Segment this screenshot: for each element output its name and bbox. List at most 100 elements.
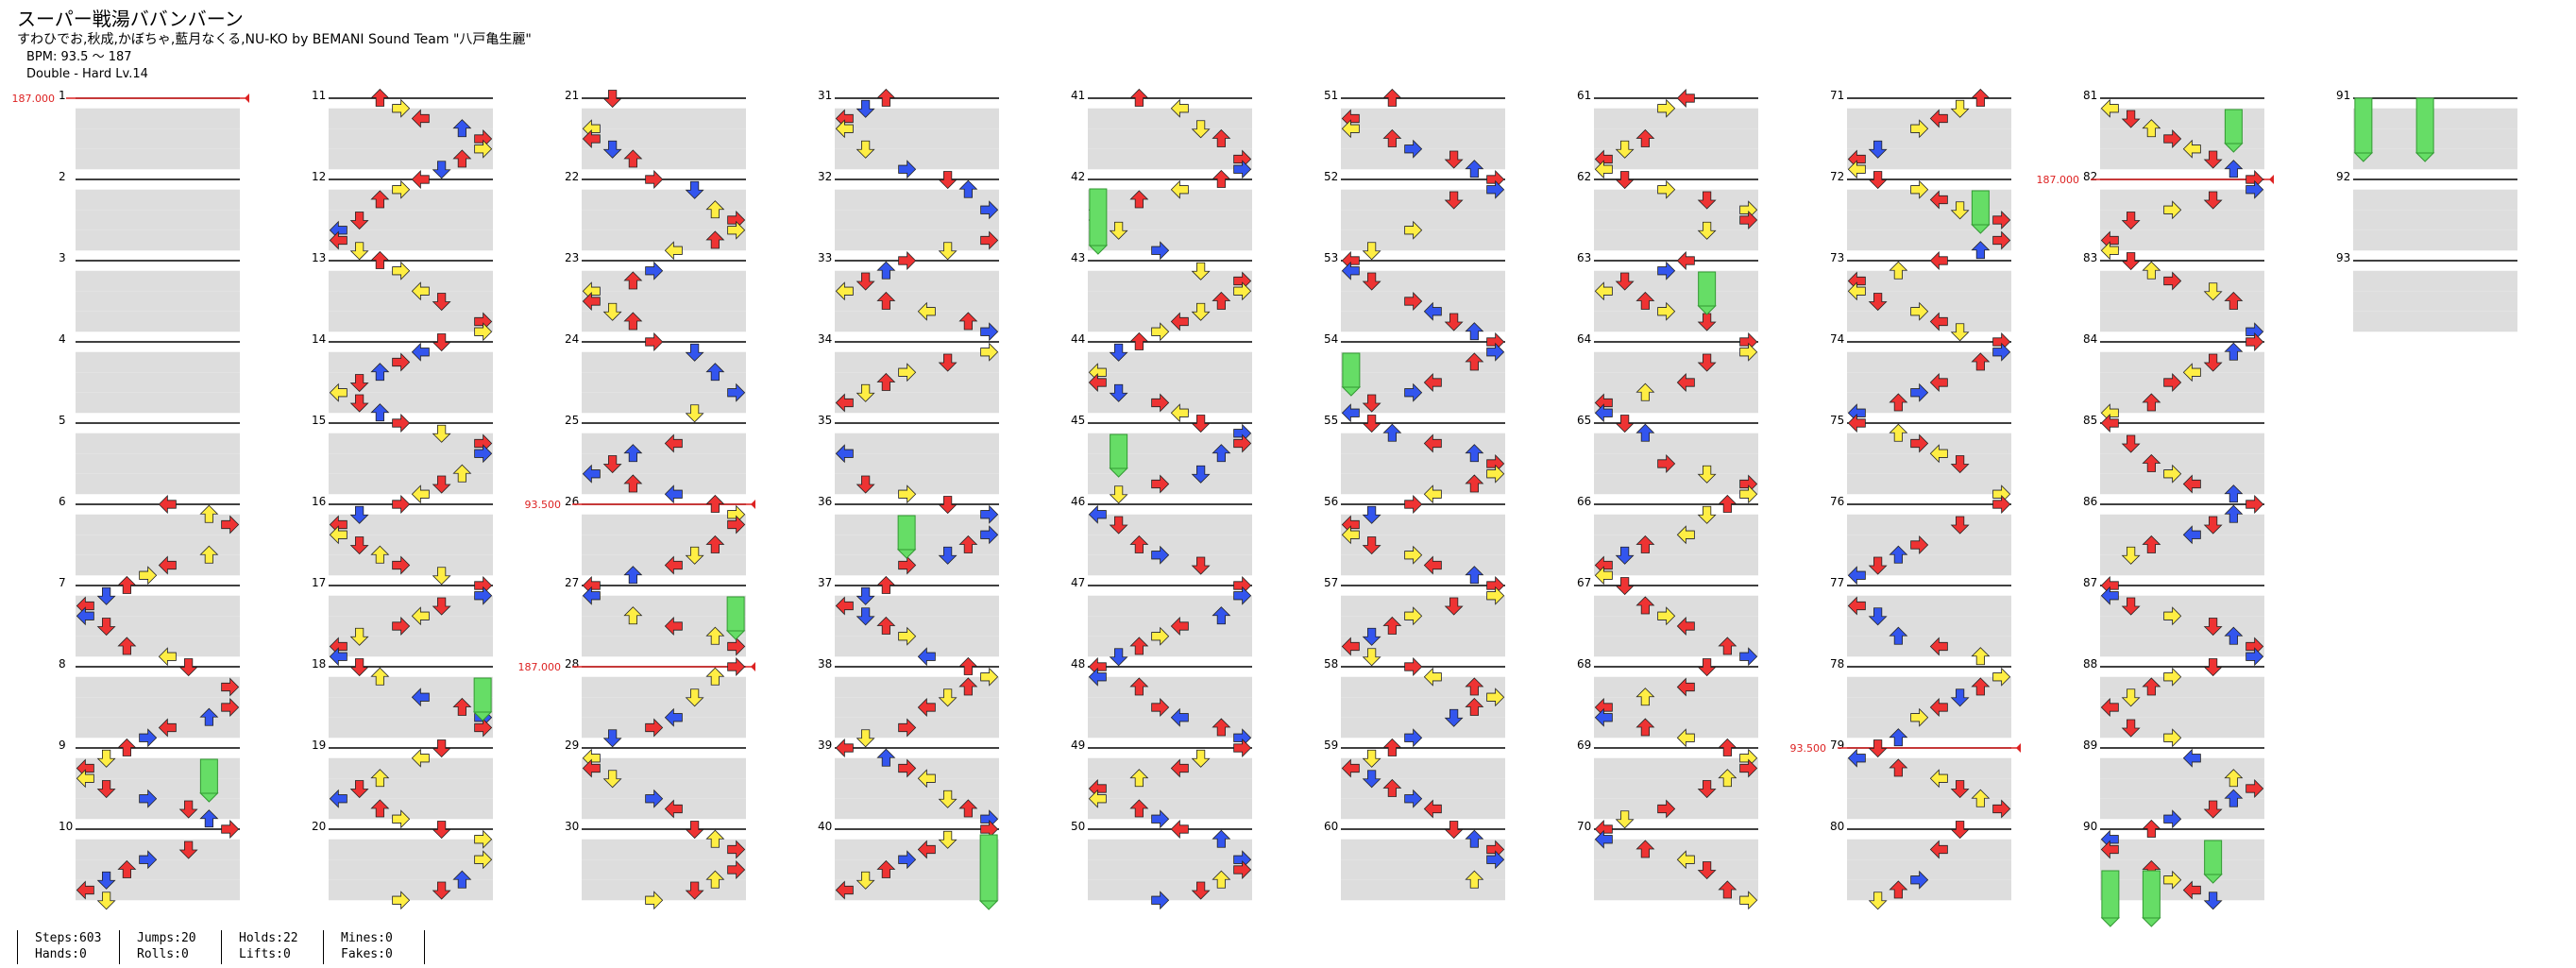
beat-stripe — [1341, 636, 1505, 657]
beat-stripe — [1341, 859, 1505, 880]
beat-stripe — [1088, 879, 1252, 901]
measure-71: 71 — [1830, 89, 2011, 170]
beat-stripe — [582, 473, 746, 495]
step-arrow — [1992, 495, 2011, 514]
beat-stripe — [1088, 189, 1252, 211]
measure-number: 80 — [1830, 820, 1844, 833]
beat-stripe — [329, 535, 493, 555]
beat-stripe — [76, 757, 240, 779]
bpm-change-marker: 93.500 — [525, 499, 755, 511]
beat-stripe — [835, 778, 999, 799]
step-arrow — [2224, 160, 2244, 178]
step-arrow — [835, 281, 854, 301]
step-arrow — [1889, 728, 1908, 747]
step-arrow — [980, 342, 999, 362]
measure-number: 76 — [1830, 495, 1844, 508]
hold-tail — [472, 711, 493, 722]
step-arrow — [2203, 800, 2223, 819]
step-arrow — [1635, 291, 1655, 310]
beat-stripe — [2353, 210, 2517, 230]
step-arrow — [392, 555, 411, 575]
step-arrow — [1847, 281, 1866, 301]
measure-number: 50 — [1071, 820, 1085, 833]
step-arrow — [645, 789, 664, 808]
step-arrow — [370, 667, 390, 686]
step-arrow — [1615, 272, 1635, 291]
measure-47: 47 — [1071, 576, 1252, 657]
beat-stripe — [1088, 839, 1252, 860]
measure-number: 83 — [2083, 251, 2097, 264]
step-arrow — [1615, 140, 1635, 159]
beat-stripe — [1341, 616, 1505, 637]
step-arrow — [1382, 88, 1402, 107]
step-arrow — [2224, 626, 2244, 645]
measure-57: 57 — [1324, 576, 1505, 657]
beat-stripe — [1594, 372, 1758, 393]
step-arrow — [2121, 597, 2141, 616]
step-arrow — [2203, 892, 2223, 910]
beat-stripe — [1847, 636, 2011, 657]
step-arrow — [685, 821, 704, 840]
step-arrow — [2142, 261, 2161, 280]
step-arrow — [1444, 313, 1464, 331]
step-arrow — [1362, 505, 1381, 524]
step-arrow — [349, 505, 369, 524]
measure-number: 74 — [1830, 332, 1844, 346]
step-arrow — [917, 769, 936, 789]
stat-rolls: Rolls:0 — [137, 947, 189, 961]
step-arrow — [1212, 128, 1231, 147]
step-arrow — [856, 586, 875, 605]
step-arrow — [1739, 342, 1758, 362]
measure-number: 19 — [312, 739, 326, 752]
step-arrow — [370, 799, 390, 818]
step-arrow — [1929, 840, 1948, 859]
beat-stripe — [1088, 859, 1252, 880]
beat-stripe — [1847, 757, 2011, 779]
beat-stripe — [1341, 595, 1505, 617]
step-arrow — [2224, 484, 2244, 503]
step-arrow — [1465, 352, 1484, 371]
step-arrow — [1635, 423, 1655, 442]
step-arrow — [623, 566, 643, 585]
measure-number: 16 — [312, 495, 326, 508]
measure-number: 1 — [59, 89, 66, 102]
beat-stripe — [2100, 717, 2264, 739]
beat-stripe — [582, 514, 746, 535]
step-arrow — [1635, 128, 1655, 147]
hold-body — [2224, 109, 2243, 144]
bpm-range: BPM: 93.5 ～ 187 — [26, 50, 132, 64]
beat-stripe — [1847, 616, 2011, 637]
step-arrow — [705, 535, 725, 553]
measure-89: 89 — [2083, 739, 2264, 820]
step-arrow — [602, 302, 622, 321]
step-arrow — [1444, 708, 1464, 727]
step-arrow — [1191, 302, 1211, 321]
beat-stripe — [835, 798, 999, 820]
step-arrow — [1404, 495, 1423, 514]
beat-stripe — [1594, 697, 1758, 718]
step-arrow — [349, 212, 369, 230]
step-arrow — [2142, 677, 2161, 696]
step-arrow — [602, 729, 622, 748]
beat-stripe — [329, 291, 493, 312]
beat-stripe — [1594, 798, 1758, 820]
beat-stripe — [2100, 210, 2264, 230]
beat-stripe — [76, 535, 240, 555]
measure-number: 62 — [1577, 170, 1591, 183]
measure-number: 5 — [59, 414, 66, 427]
beat-stripe — [2100, 839, 2264, 860]
step-arrow — [2182, 525, 2201, 545]
beat-stripe — [329, 473, 493, 495]
step-arrow — [1109, 221, 1128, 240]
step-arrow — [917, 301, 936, 321]
measure-number: 7 — [59, 576, 66, 589]
bpm-change-label: 187.000 — [518, 661, 562, 673]
step-arrow — [1109, 383, 1128, 402]
step-arrow — [685, 546, 704, 565]
measure-52: 52 — [1324, 170, 1505, 251]
beat-stripe — [1088, 616, 1252, 637]
beat-stripe — [2100, 433, 2264, 454]
beat-stripe — [329, 798, 493, 820]
hold-tail — [725, 630, 746, 640]
step-arrow — [1718, 738, 1737, 756]
